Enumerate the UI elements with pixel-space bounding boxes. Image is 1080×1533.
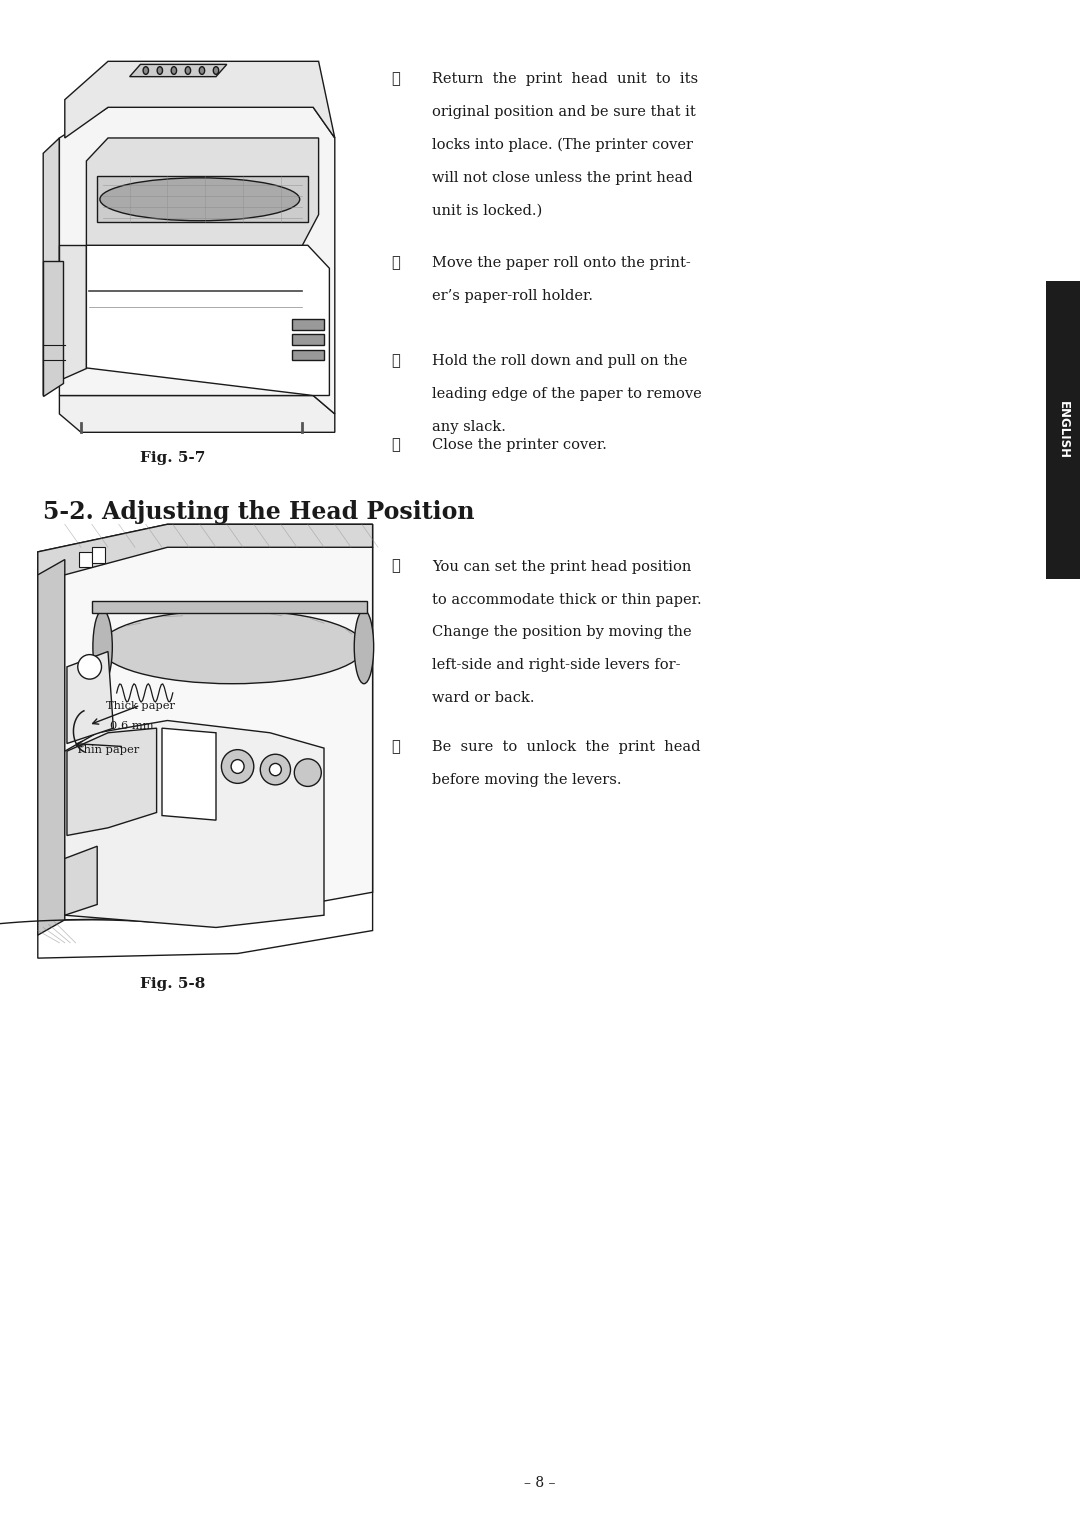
Text: ②: ② <box>391 740 400 754</box>
Polygon shape <box>86 138 319 245</box>
Ellipse shape <box>221 750 254 783</box>
Polygon shape <box>92 601 367 613</box>
Ellipse shape <box>294 759 322 786</box>
Text: before moving the levers.: before moving the levers. <box>432 774 621 788</box>
Text: will not close unless the print head: will not close unless the print head <box>432 172 692 185</box>
Text: original position and be sure that it: original position and be sure that it <box>432 106 696 120</box>
Polygon shape <box>38 524 373 575</box>
Polygon shape <box>162 728 216 820</box>
Text: Close the printer cover.: Close the printer cover. <box>432 438 607 452</box>
Text: – 8 –: – 8 – <box>524 1476 556 1490</box>
Polygon shape <box>97 176 308 222</box>
Ellipse shape <box>158 67 162 75</box>
Text: You can set the print head position: You can set the print head position <box>432 560 691 573</box>
Polygon shape <box>65 721 324 927</box>
Polygon shape <box>79 552 92 567</box>
Text: ①: ① <box>391 560 400 573</box>
Ellipse shape <box>144 67 149 75</box>
Ellipse shape <box>99 610 365 684</box>
Ellipse shape <box>200 67 205 75</box>
Ellipse shape <box>78 655 102 679</box>
Polygon shape <box>130 64 227 77</box>
Polygon shape <box>86 245 329 396</box>
Polygon shape <box>65 61 335 138</box>
Text: 5-2. Adjusting the Head Position: 5-2. Adjusting the Head Position <box>43 500 475 524</box>
Ellipse shape <box>186 67 190 75</box>
Polygon shape <box>59 396 335 432</box>
Polygon shape <box>67 728 157 835</box>
Text: Hold the roll down and pull on the: Hold the roll down and pull on the <box>432 354 687 368</box>
Text: ENGLISH: ENGLISH <box>1056 402 1069 458</box>
Text: locks into place. (The printer cover: locks into place. (The printer cover <box>432 138 693 152</box>
Text: Thin paper: Thin paper <box>76 745 139 756</box>
Text: to accommodate thick or thin paper.: to accommodate thick or thin paper. <box>432 592 702 607</box>
Polygon shape <box>59 107 335 414</box>
Text: left-side and right-side levers for-: left-side and right-side levers for- <box>432 659 680 673</box>
Ellipse shape <box>260 754 291 785</box>
Text: Fig. 5-7: Fig. 5-7 <box>140 451 205 464</box>
Polygon shape <box>65 846 97 915</box>
Text: 0.6 mm: 0.6 mm <box>110 721 153 731</box>
Ellipse shape <box>231 760 244 774</box>
Ellipse shape <box>214 67 218 75</box>
Ellipse shape <box>354 610 374 684</box>
Polygon shape <box>292 350 324 360</box>
Polygon shape <box>59 245 86 380</box>
Polygon shape <box>292 319 324 330</box>
Polygon shape <box>43 261 63 396</box>
Text: er’s paper-roll holder.: er’s paper-roll holder. <box>432 288 593 304</box>
Text: leading edge of the paper to remove: leading edge of the paper to remove <box>432 388 702 402</box>
Polygon shape <box>92 547 105 563</box>
Text: ⑪: ⑪ <box>391 256 400 270</box>
Polygon shape <box>38 524 373 958</box>
Text: ⑩: ⑩ <box>391 72 400 86</box>
Ellipse shape <box>100 178 300 221</box>
Polygon shape <box>38 560 65 935</box>
Ellipse shape <box>270 763 281 776</box>
Text: ward or back.: ward or back. <box>432 691 535 705</box>
FancyBboxPatch shape <box>1045 281 1080 579</box>
Text: Thick paper: Thick paper <box>106 701 175 711</box>
Text: Move the paper roll onto the print-: Move the paper roll onto the print- <box>432 256 691 270</box>
Polygon shape <box>292 334 324 345</box>
Text: Fig. 5-8: Fig. 5-8 <box>140 977 205 990</box>
Text: any slack.: any slack. <box>432 420 505 434</box>
Polygon shape <box>67 652 113 744</box>
Text: Be  sure  to  unlock  the  print  head: Be sure to unlock the print head <box>432 740 701 754</box>
Text: Change the position by moving the: Change the position by moving the <box>432 625 691 639</box>
Polygon shape <box>43 138 59 396</box>
Polygon shape <box>65 547 373 920</box>
Text: ⑫: ⑫ <box>391 354 400 368</box>
Ellipse shape <box>93 610 112 684</box>
Ellipse shape <box>171 67 176 75</box>
Text: ⑬: ⑬ <box>391 438 400 452</box>
Text: Return  the  print  head  unit  to  its: Return the print head unit to its <box>432 72 698 86</box>
Text: unit is locked.): unit is locked.) <box>432 204 542 218</box>
